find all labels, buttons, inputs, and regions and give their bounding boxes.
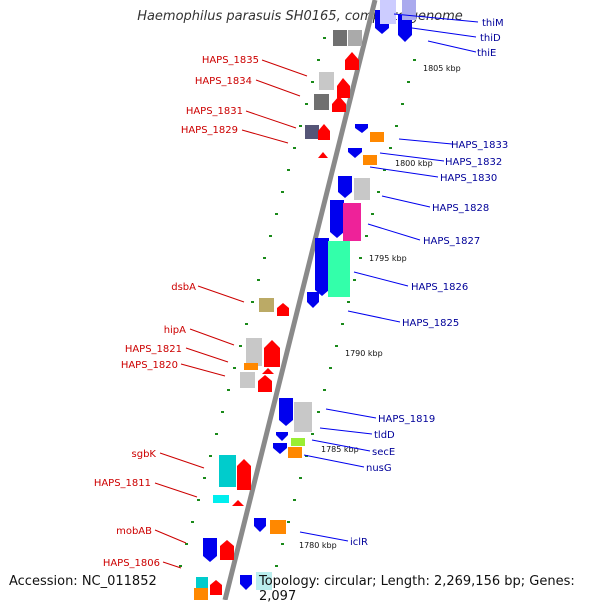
gene-arrow-2 (337, 78, 350, 98)
gene-block-1826 (328, 241, 350, 297)
gene-label-haps-1811: HAPS_1811 (94, 478, 151, 489)
gene-label-thiD: thiD (480, 33, 501, 44)
scale-label-1780: 1780 kbp (299, 541, 337, 550)
gene-label-haps-1827: HAPS_1827 (423, 236, 480, 247)
gene-label-haps-1819: HAPS_1819 (378, 414, 435, 425)
gene-block-dsbA (259, 298, 274, 312)
right-connectors (299, 13, 479, 542)
gene-label-haps-1833: HAPS_1833 (451, 140, 508, 151)
gene-tldD (276, 432, 288, 441)
accession-text: Accession: NC_011852 (9, 574, 157, 589)
gene-label-haps-1830: HAPS_1830 (440, 173, 497, 184)
scale-label-1800: 1800 kbp (395, 159, 433, 168)
gene-block-1 (333, 30, 347, 46)
gene-label-haps-1835: HAPS_1835 (202, 55, 259, 66)
left-connectors (154, 59, 308, 569)
gene-1830 (338, 176, 352, 198)
gene-label-haps-1826: HAPS_1826 (411, 282, 468, 293)
gene-1819 (279, 398, 293, 426)
gene-label-haps-1829: HAPS_1829 (181, 125, 238, 136)
gene-label-haps-1828: HAPS_1828 (432, 203, 489, 214)
gene-block-hipA (246, 338, 262, 366)
scale-label-1805: 1805 kbp (423, 64, 461, 73)
gene-label-haps-1821: HAPS_1821 (125, 344, 182, 355)
gene-label-nusG: nusG (366, 463, 392, 474)
gene-block-1827 (343, 203, 361, 241)
gene-label-hipA: hipA (164, 325, 186, 336)
gene-label-dsbA: dsbA (171, 282, 196, 293)
gene-1832 (348, 148, 362, 158)
gene-block-1820 (240, 372, 255, 388)
gene-label-haps-1825: HAPS_1825 (402, 318, 459, 329)
gene-arrow-mobAB (220, 540, 234, 560)
gene-1825 (307, 292, 319, 308)
gene-mobAB (203, 538, 217, 562)
scale-label-1790: 1790 kbp (345, 349, 383, 358)
gene-label-sgbK: sgbK (132, 449, 157, 460)
gene-arrow-1 (345, 52, 359, 70)
gene-label-tldD: tldD (374, 430, 395, 441)
gene-label-haps-1820: HAPS_1820 (121, 360, 178, 371)
scale-label-1785: 1785 kbp (321, 445, 359, 454)
gene-label-mobAB: mobAB (116, 526, 152, 537)
gene-block-secE (291, 438, 305, 446)
gene-block-sgbK (219, 455, 236, 487)
gene-iclR (254, 518, 266, 532)
gene-label-iclR: iclR (350, 537, 368, 548)
tick-track-right (275, 59, 416, 567)
gene-block-3 (314, 94, 329, 110)
forward-genes (194, 30, 362, 600)
genome-backbone (222, 0, 378, 600)
gene-1828 (330, 200, 344, 238)
gene-label-haps-1834: HAPS_1834 (195, 76, 252, 87)
gene-1833 (355, 124, 368, 133)
gene-block-4 (305, 125, 319, 139)
gene-label-thiE: thiE (477, 48, 496, 59)
gene-label-thiM: thiM (482, 18, 504, 29)
gene-1826 (315, 238, 329, 296)
reverse-genes (203, 0, 416, 590)
gene-label-secE: secE (372, 447, 395, 458)
gene-arrow-small-1 (318, 152, 328, 158)
gene-label-haps-1832: HAPS_1832 (445, 157, 502, 168)
scale-label-1795: 1795 kbp (369, 254, 407, 263)
gene-label-haps-1806: HAPS_1806 (103, 558, 160, 569)
tick-track-left (179, 37, 326, 567)
gene-label-haps-1831: HAPS_1831 (186, 106, 243, 117)
gene-block-1811 (213, 495, 229, 503)
gene-block-2 (319, 72, 334, 90)
gene-block-nusG (288, 447, 302, 458)
